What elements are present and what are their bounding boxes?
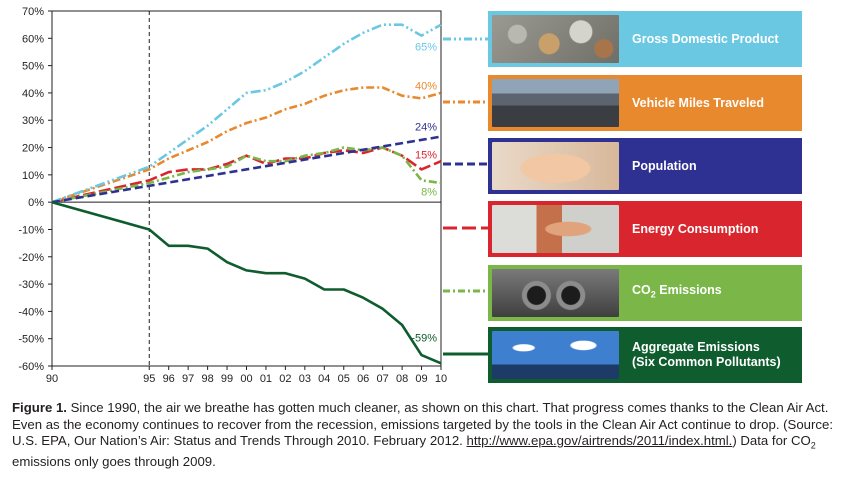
x-tick-label: 04 <box>318 373 330 385</box>
smokestacks-icon <box>492 331 619 379</box>
legend-label-sub: 2 <box>650 289 656 300</box>
end-label-2: 24% <box>415 122 437 134</box>
legend-item-co2: CO2 Emissions <box>488 265 802 321</box>
legend-item-gdp: Gross Domestic Product <box>488 11 802 67</box>
x-tick-label: 96 <box>163 373 175 385</box>
x-tick-label: 03 <box>299 373 311 385</box>
caption-text-3: emissions only goes through 2009. <box>12 454 216 470</box>
end-label-5: -59% <box>411 333 437 345</box>
x-tick-label: 90 <box>46 373 58 385</box>
x-tick-label: 00 <box>240 373 252 385</box>
y-tick-label: 10% <box>22 170 44 182</box>
y-tick-label: -50% <box>18 334 44 346</box>
series-line-0 <box>51 23 442 204</box>
caption-sub: 2 <box>810 440 816 451</box>
x-tick-label: 08 <box>396 373 408 385</box>
y-tick-label: -40% <box>18 306 44 318</box>
y-tick-label: 30% <box>22 115 44 127</box>
y-tick-label: 20% <box>22 143 44 155</box>
x-tick-label: 02 <box>279 373 291 385</box>
figure-caption: Figure 1. Since 1990, the air we breathe… <box>12 400 862 471</box>
line-chart: 70% 60% 50% 40% 30% 20% 10% 0% -10% -20% -30% -40% -… <box>18 6 488 385</box>
end-label-0: 65% <box>415 42 437 54</box>
legend-item-vmt: Vehicle Miles Traveled <box>488 75 802 131</box>
chart-axes: 70% 60% 50% 40% 30% 20% 10% 0% -10% -20% -30% -40% -… <box>18 6 447 385</box>
exhaust-pipe-icon <box>492 269 619 317</box>
chart-end-labels: 65% 40% 24% 15% 8% -59% <box>411 42 437 345</box>
caption-text: Since 1990, the air we breathe has gotte… <box>12 400 833 448</box>
caption-text-2: ) Data for CO <box>732 433 811 448</box>
end-label-4: 8% <box>421 187 437 199</box>
y-tick-label: 0% <box>28 197 44 209</box>
x-tick-label: 09 <box>415 373 427 385</box>
x-tick-label: 10 <box>435 373 447 385</box>
series-line-5 <box>51 200 442 365</box>
series-line-2 <box>51 135 442 204</box>
end-label-3: 15% <box>415 150 437 162</box>
legend-label: Gross Domestic Product <box>632 31 779 46</box>
x-tick-label: 97 <box>182 373 194 385</box>
series-line-3 <box>51 146 442 204</box>
series-line-4 <box>51 146 442 204</box>
y-tick-label: -20% <box>18 252 44 264</box>
legend-item-energy: Energy Consumption <box>488 201 802 257</box>
y-tick-label: 70% <box>22 6 44 18</box>
x-tick-label: 99 <box>221 373 233 385</box>
legend-item-population: Population <box>488 138 802 194</box>
caption-label: Figure 1. <box>12 400 67 415</box>
coins-icon <box>492 15 619 63</box>
legend-label: CO <box>632 283 651 298</box>
y-tick-label: -60% <box>18 361 44 373</box>
x-tick-label: 07 <box>377 373 389 385</box>
y-tick-label: -10% <box>18 224 44 236</box>
legend-connectors <box>443 37 488 356</box>
legend-label: Aggregate Emissions <box>632 340 760 354</box>
y-tick-label: 50% <box>22 61 44 73</box>
legend-label-line2: (Six Common Pollutants) <box>632 355 781 369</box>
x-tick-label: 98 <box>201 373 213 385</box>
x-tick-label: 95 <box>143 373 155 385</box>
baby-icon <box>492 142 619 190</box>
legend-label: Vehicle Miles Traveled <box>632 95 765 110</box>
legend-label-rest: Emissions <box>655 283 722 298</box>
series-line-1 <box>51 86 442 204</box>
x-tick-label: 05 <box>338 373 350 385</box>
traffic-icon <box>492 79 619 127</box>
legend-item-aggregate: Aggregate Emissions (Six Common Pollutant… <box>488 327 802 383</box>
x-tick-label: 06 <box>357 373 369 385</box>
source-link[interactable]: http://www.epa.gov/airtrends/2011/index.… <box>466 433 733 448</box>
chart-series <box>51 23 442 365</box>
y-tick-label: 60% <box>22 33 44 45</box>
x-tick-label: 01 <box>260 373 272 385</box>
y-tick-label: -30% <box>18 279 44 291</box>
legend-label: Energy Consumption <box>632 221 759 236</box>
end-label-1: 40% <box>415 81 437 93</box>
y-tick-label: 40% <box>22 88 44 100</box>
legend-label: Population <box>632 158 697 173</box>
power-plug-icon <box>492 205 619 253</box>
